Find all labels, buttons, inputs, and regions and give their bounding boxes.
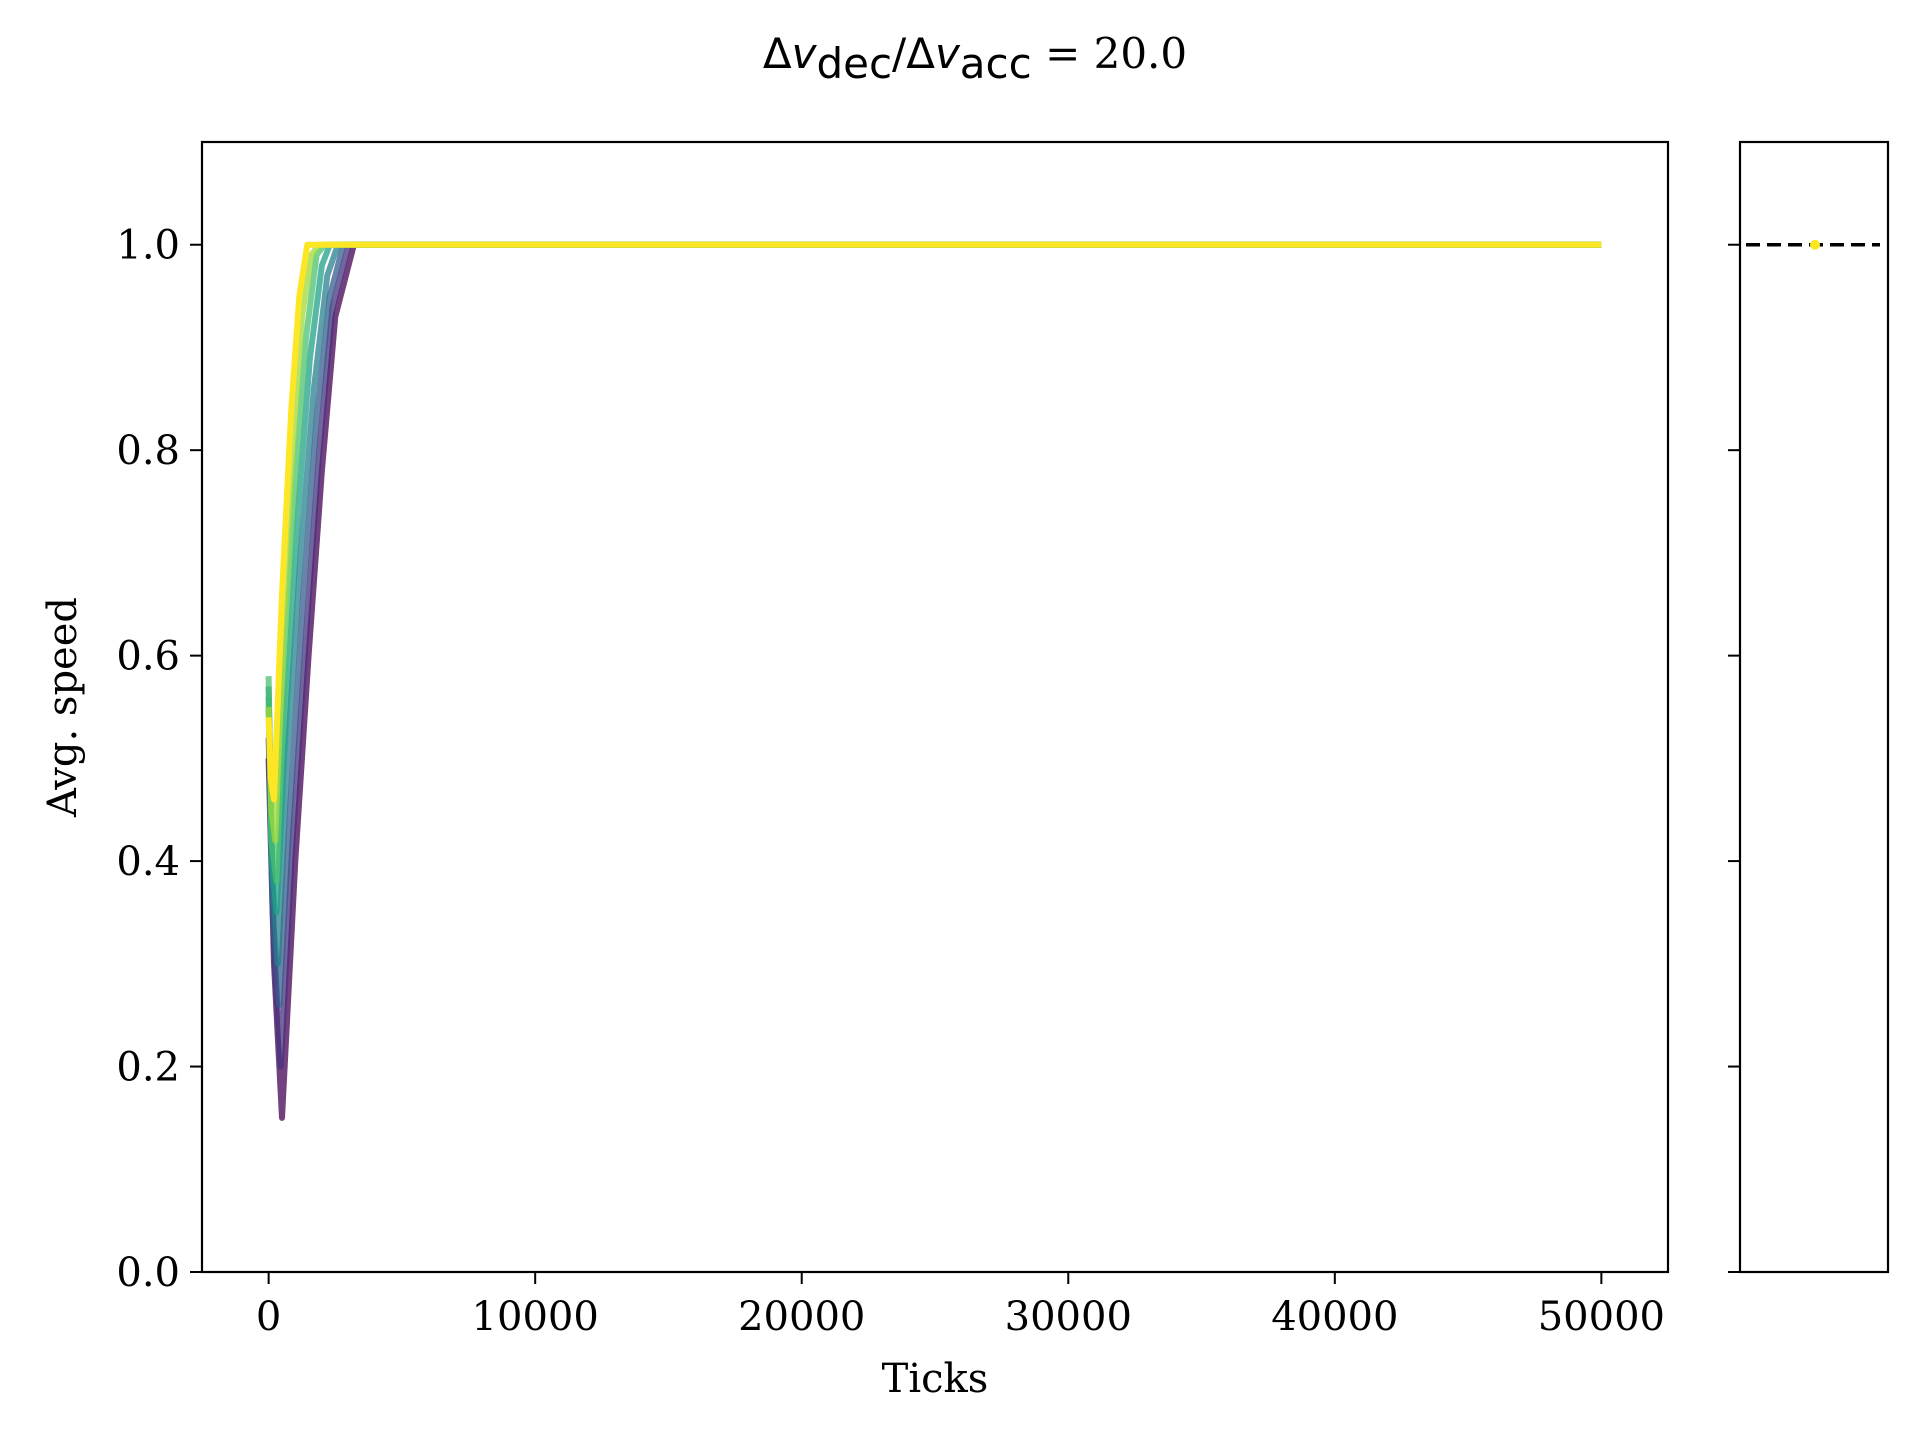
side-y-axis-ticks	[1728, 243, 1740, 1273]
y-tick-label: 0.8	[116, 428, 180, 474]
main-plot-frame	[200, 140, 1670, 1274]
series-line-1	[265, 241, 1602, 1070]
series-line-0	[265, 241, 1602, 1121]
side-point-0	[1810, 239, 1820, 250]
x-tick-label: 20000	[738, 1294, 865, 1340]
x-axis-label: Ticks	[882, 1356, 989, 1402]
x-tick-label: 0	[256, 1294, 281, 1340]
series-line-3	[265, 241, 1602, 967]
x-tick-label: 10000	[472, 1294, 599, 1340]
main-plot: 0 10000 20000 30000 40000 50000 0.00.20.40.60…	[40, 140, 1670, 1402]
series-line-2	[265, 241, 1602, 1008]
y-tick-label: 1.0	[116, 223, 180, 269]
side-points	[1810, 239, 1820, 250]
chart-title: Δvdec/Δvacc = 20.0	[763, 29, 1187, 88]
y-tick-label: 0.4	[116, 839, 180, 885]
x-axis-ticks: 0 10000 20000 30000 40000 50000	[256, 1272, 1665, 1340]
x-tick-label: 30000	[1005, 1294, 1132, 1340]
series-line-6	[265, 241, 1602, 844]
side-panel-frame	[1738, 140, 1890, 1274]
side-panel	[1728, 140, 1890, 1274]
series-line-4	[265, 241, 1602, 916]
series-lines	[265, 241, 1602, 1121]
y-axis-label: Avg. speed	[40, 597, 86, 818]
x-tick-label: 50000	[1538, 1294, 1665, 1340]
y-tick-label: 0.2	[116, 1045, 180, 1091]
y-axis-ticks: 0.0 0.2 0.4 0.6 0.8 1.0	[116, 223, 202, 1296]
y-tick-label: 0.6	[116, 634, 180, 680]
series-line-5	[265, 241, 1602, 885]
series-line-7	[265, 241, 1602, 803]
x-tick-label: 40000	[1271, 1294, 1398, 1340]
y-tick-label: 0.0	[116, 1250, 180, 1296]
